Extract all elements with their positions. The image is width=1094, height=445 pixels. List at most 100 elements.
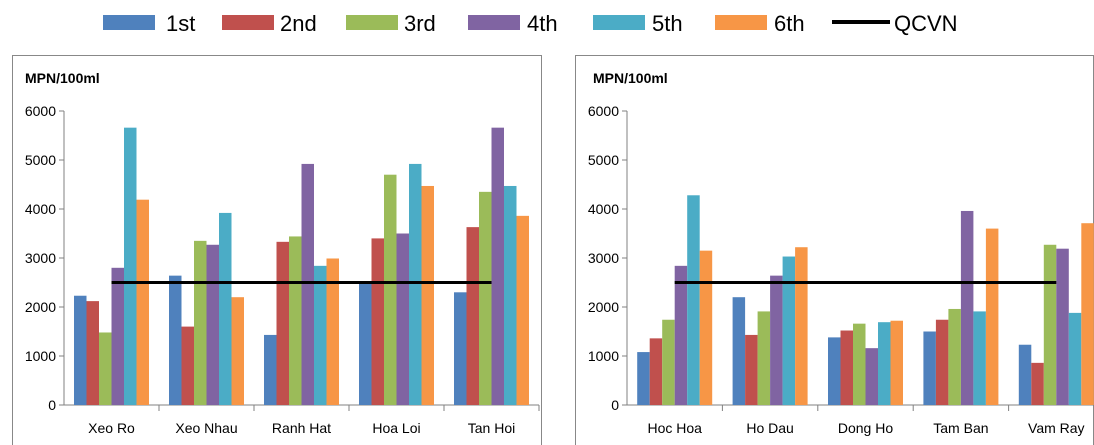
legend-swatch-2	[222, 15, 274, 30]
legend-label-3: 3rd	[404, 11, 436, 36]
x-tick-label: Xeo Nhau	[175, 420, 237, 436]
bar-3rd-tan-hoi	[479, 191, 492, 405]
bar-5th-vam-ray	[1068, 312, 1082, 405]
bar-3rd-xeo-ro	[99, 332, 112, 405]
bar-6th-ho-dau	[795, 247, 808, 405]
bar-5th-tam-ban	[973, 311, 986, 405]
chart-legend: 1st 2nd 3rd 4th 5th 6th QCVN	[103, 11, 958, 36]
bar-4th-ranh-hat	[301, 163, 314, 405]
bar-2nd-ho-dau	[745, 334, 758, 405]
x-tick-label: Vam Ray	[1028, 420, 1085, 436]
x-tick-label: Xeo Ro	[88, 420, 135, 436]
bar-3rd-hoa-loi	[384, 174, 397, 405]
bar-1st-xeo-ro	[74, 295, 87, 405]
bar-4th-hoa-loi	[396, 233, 409, 405]
bar-2nd-dong-ho	[840, 330, 853, 405]
bar-5th-ho-dau	[782, 256, 796, 405]
legend-label-7: QCVN	[894, 11, 958, 36]
y-tick-label: 3000	[25, 250, 56, 266]
bar-6th-tam-ban	[985, 228, 999, 405]
bar-2nd-xeo-nhau	[181, 326, 194, 405]
y-tick-label: 2000	[25, 299, 56, 315]
y-tick-label: 4000	[25, 201, 56, 217]
bar-chart-right: MPN/100ml 0 1000 2000 3000 4000 5000 6000 Hoc Ho…	[575, 55, 1094, 445]
bar-4th-ho-dau	[770, 275, 783, 405]
bar-6th-ranh-hat	[326, 258, 339, 405]
y-tick-label: 2000	[588, 299, 619, 315]
bar-3rd-ho-dau	[757, 311, 771, 405]
chart-panel-right: MPN/100ml 0 1000 2000 3000 4000 5000 6000 Hoc Ho…	[575, 55, 1094, 445]
bar-3rd-vam-ray	[1043, 244, 1057, 405]
bar-6th-vam-ray	[1081, 223, 1094, 405]
x-tick-label: Hoc Hoa	[647, 420, 702, 436]
bar-3rd-dong-ho	[853, 323, 866, 405]
x-tick-label: Ho Dau	[746, 420, 793, 436]
bar-5th-dong-ho	[878, 322, 891, 405]
bar-3rd-xeo-nhau	[194, 240, 207, 405]
bar-4th-xeo-nhau	[206, 244, 219, 405]
legend-swatch-1	[103, 15, 155, 30]
legend-label-1: 1st	[166, 11, 195, 36]
bar-4th-vam-ray	[1056, 248, 1069, 405]
bar-5th-ranh-hat	[314, 265, 327, 405]
bar-2nd-xeo-ro	[86, 301, 99, 405]
bar-4th-xeo-ro	[111, 267, 124, 405]
bar-1st-vam-ray	[1018, 344, 1032, 405]
bar-4th-hoc-hoa	[674, 265, 688, 405]
y-tick-label: 1000	[588, 348, 619, 364]
y-axis-label: MPN/100ml	[25, 70, 100, 86]
y-tick-label: 5000	[25, 152, 56, 168]
bar-4th-dong-ho	[865, 348, 878, 405]
bar-1st-ho-dau	[732, 297, 746, 405]
bar-4th-tan-hoi	[491, 127, 504, 405]
bar-2nd-vam-ray	[1031, 362, 1044, 405]
bar-5th-xeo-ro	[124, 127, 137, 405]
legend-swatch-qcvn	[832, 20, 890, 24]
bar-1st-hoa-loi	[359, 282, 372, 405]
bar-6th-xeo-ro	[136, 199, 149, 405]
y-tick-label: 4000	[588, 201, 619, 217]
bar-1st-hoc-hoa	[637, 352, 650, 405]
bar-1st-ranh-hat	[264, 334, 277, 405]
x-tick-label: Ranh Hat	[272, 420, 331, 436]
bar-2nd-tan-hoi	[466, 227, 479, 405]
bar-6th-tan-hoi	[516, 215, 529, 405]
bar-6th-hoa-loi	[421, 185, 434, 405]
bar-4th-tam-ban	[960, 210, 974, 405]
bar-3rd-ranh-hat	[289, 236, 302, 405]
bar-2nd-tam-ban	[935, 319, 949, 405]
bar-chart-left: MPN/100ml 0 1000 2000 3000 4000 5000 6000 Xeo Ro…	[12, 55, 542, 445]
legend-swatch-5	[593, 15, 645, 30]
bar-5th-xeo-nhau	[219, 212, 232, 405]
y-tick-label: 3000	[588, 250, 619, 266]
y-tick-label: 0	[48, 397, 56, 413]
bar-3rd-hoc-hoa	[662, 319, 675, 405]
bar-1st-tam-ban	[923, 331, 936, 405]
x-tick-label: Hoa Loi	[372, 420, 420, 436]
y-tick-label: 6000	[588, 103, 619, 119]
bar-1st-xeo-nhau	[169, 275, 182, 405]
bar-1st-tan-hoi	[454, 292, 467, 405]
x-tick-label: Tam Ban	[933, 420, 988, 436]
bar-1st-dong-ho	[828, 337, 841, 405]
legend-swatch-3	[346, 15, 398, 30]
bar-6th-hoc-hoa	[699, 250, 713, 405]
bar-6th-xeo-nhau	[231, 297, 244, 405]
legend-swatch-4	[468, 15, 520, 30]
bar-5th-tan-hoi	[504, 185, 517, 405]
bar-5th-hoc-hoa	[687, 195, 700, 405]
bar-2nd-hoc-hoa	[649, 338, 663, 405]
y-tick-label: 0	[611, 397, 619, 413]
y-tick-label: 6000	[25, 103, 56, 119]
x-tick-label: Dong Ho	[838, 420, 893, 436]
legend-swatch-6	[715, 15, 767, 30]
bar-5th-hoa-loi	[409, 163, 422, 405]
chart-panel-left: MPN/100ml 0 1000 2000 3000 4000 5000 6000 Xeo Ro…	[12, 55, 542, 445]
y-axis-label: MPN/100ml	[593, 70, 668, 86]
legend-label-5: 5th	[652, 11, 683, 36]
bar-2nd-ranh-hat	[276, 241, 289, 405]
legend-label-4: 4th	[527, 11, 558, 36]
bar-6th-dong-ho	[890, 320, 903, 405]
y-tick-label: 5000	[588, 152, 619, 168]
y-tick-label: 1000	[25, 348, 56, 364]
